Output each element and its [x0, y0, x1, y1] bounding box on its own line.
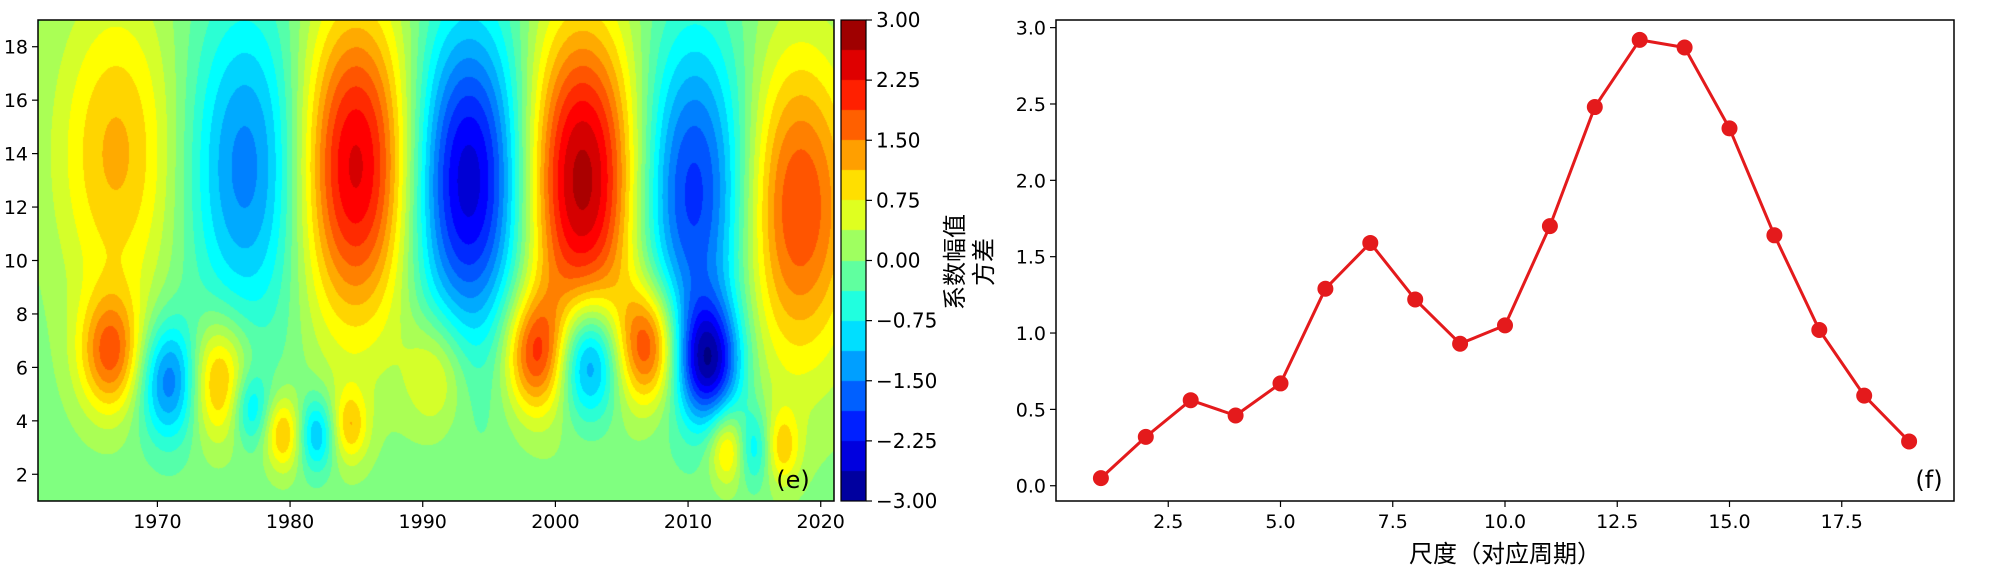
variance-point — [1856, 387, 1873, 404]
variance-point — [1497, 317, 1513, 334]
heatmap-panel-label: (e) — [776, 466, 810, 494]
colorbar-label: 系数幅值 — [941, 214, 969, 310]
variance-point — [1721, 120, 1738, 137]
variance-x-tick-label: 5.0 — [1265, 511, 1295, 533]
variance-x-tick-label: 2.5 — [1153, 511, 1183, 533]
heatmap-x-tick-label: 1990 — [399, 511, 447, 533]
colorbar-gradient — [841, 20, 866, 501]
variance-point — [1362, 234, 1379, 251]
variance-x-tick-label: 17.5 — [1821, 511, 1863, 533]
heatmap-y-tick-label: 12 — [4, 197, 28, 219]
heatmap-x-tick-label: 2010 — [664, 511, 712, 533]
variance-y-tick-label: 0.0 — [1016, 476, 1046, 498]
colorbar-tick-label: 0.00 — [876, 249, 921, 273]
variance-point — [1901, 433, 1918, 450]
heatmap-y-tick-label: 16 — [4, 90, 28, 112]
variance-point — [1766, 227, 1783, 244]
heatmap-y-tick-label: 6 — [16, 357, 28, 379]
heatmap-field-container — [38, 20, 834, 501]
variance-x-tick-label: 12.5 — [1596, 511, 1638, 533]
variance-point — [1272, 375, 1289, 392]
variance-point — [1227, 407, 1244, 424]
variance-point — [1586, 99, 1603, 116]
variance-point — [1182, 392, 1199, 409]
variance-y-tick-label: 1.5 — [1016, 247, 1046, 269]
colorbar-tick-label: 0.75 — [876, 188, 921, 212]
colorbar-tick-label: 2.25 — [876, 68, 921, 92]
variance-point — [1541, 218, 1558, 235]
variance-y-tick-label: 1.0 — [1016, 323, 1046, 345]
colorbar: 3.00 2.25 1.50 0.75 0.00 −0.75 −1.50 −2.25 −3.00… — [840, 8, 969, 513]
variance-point — [1811, 321, 1828, 338]
heatmap-x-ticks: 1970 1980 1990 2000 2010 2020 — [133, 501, 845, 533]
colorbar-ticks: 3.00 2.25 1.50 0.75 0.00 −0.75 −1.50 −2.25 −3.00 — [866, 8, 937, 513]
heatmap-x-tick-label: 1970 — [133, 511, 181, 533]
variance-x-ticks: 2.5 5.0 7.5 10.0 12.5 15.0 17.5 — [1153, 501, 1863, 533]
variance-x-tick-label: 7.5 — [1378, 511, 1408, 533]
heatmap-y-ticks: 2 4 6 8 10 12 14 16 18 — [4, 37, 38, 486]
variance-point — [1452, 335, 1469, 352]
variance-points — [1092, 31, 1918, 487]
variance-panel-label: (f) — [1915, 466, 1942, 494]
variance-point — [1137, 428, 1154, 445]
heatmap-y-tick-label: 14 — [4, 144, 28, 166]
colorbar-tick-label: −2.25 — [876, 429, 937, 453]
heatmap-y-tick-label: 8 — [16, 304, 28, 326]
heatmap-panel: 1970 1980 1990 2000 2010 2020 24681012141618 … — [4, 19, 845, 533]
heatmap-x-tick-label: 1980 — [266, 511, 314, 533]
heatmap-y-tick-label: 10 — [4, 251, 28, 273]
heatmap-x-tick-label: 2020 — [797, 511, 845, 533]
variance-panel: 2.5 5.0 7.5 10.0 12.5 15.0 17.5 0.0 0.5 1.0 1.5 2.… — [970, 18, 1955, 568]
variance-y-axis-label: 方差 — [970, 238, 998, 286]
colorbar-tick-label: 1.50 — [876, 128, 921, 152]
variance-y-tick-label: 0.5 — [1016, 399, 1046, 421]
variance-y-tick-label: 3.0 — [1016, 18, 1046, 40]
heatmap-y-tick-label: 2 — [16, 464, 28, 486]
colorbar-tick-label: −3.00 — [876, 489, 937, 513]
variance-point — [1407, 291, 1424, 308]
variance-point — [1676, 39, 1693, 56]
variance-y-tick-label: 2.5 — [1016, 94, 1046, 116]
colorbar-tick-label: −1.50 — [876, 369, 937, 393]
heatmap-x-tick-label: 2000 — [531, 511, 579, 533]
colorbar-gradient-container — [841, 20, 866, 501]
heatmap-y-tick-label: 4 — [16, 411, 28, 433]
variance-point — [1631, 31, 1648, 48]
colorbar-tick-label: −0.75 — [876, 309, 937, 333]
heatmap-field — [38, 20, 834, 501]
variance-point — [1092, 470, 1109, 487]
variance-y-ticks: 0.0 0.5 1.0 1.5 2.0 2.5 3.0 — [1016, 18, 1056, 498]
variance-x-tick-label: 15.0 — [1708, 511, 1750, 533]
variance-x-tick-label: 10.0 — [1484, 511, 1526, 533]
variance-point — [1317, 280, 1334, 297]
heatmap-y-tick-label: 18 — [4, 37, 28, 59]
variance-x-axis-label: 尺度（对应周期） — [1409, 540, 1601, 568]
variance-plot-frame — [1055, 19, 1955, 502]
colorbar-tick-label: 3.00 — [876, 8, 921, 32]
variance-y-tick-label: 2.0 — [1016, 170, 1046, 192]
